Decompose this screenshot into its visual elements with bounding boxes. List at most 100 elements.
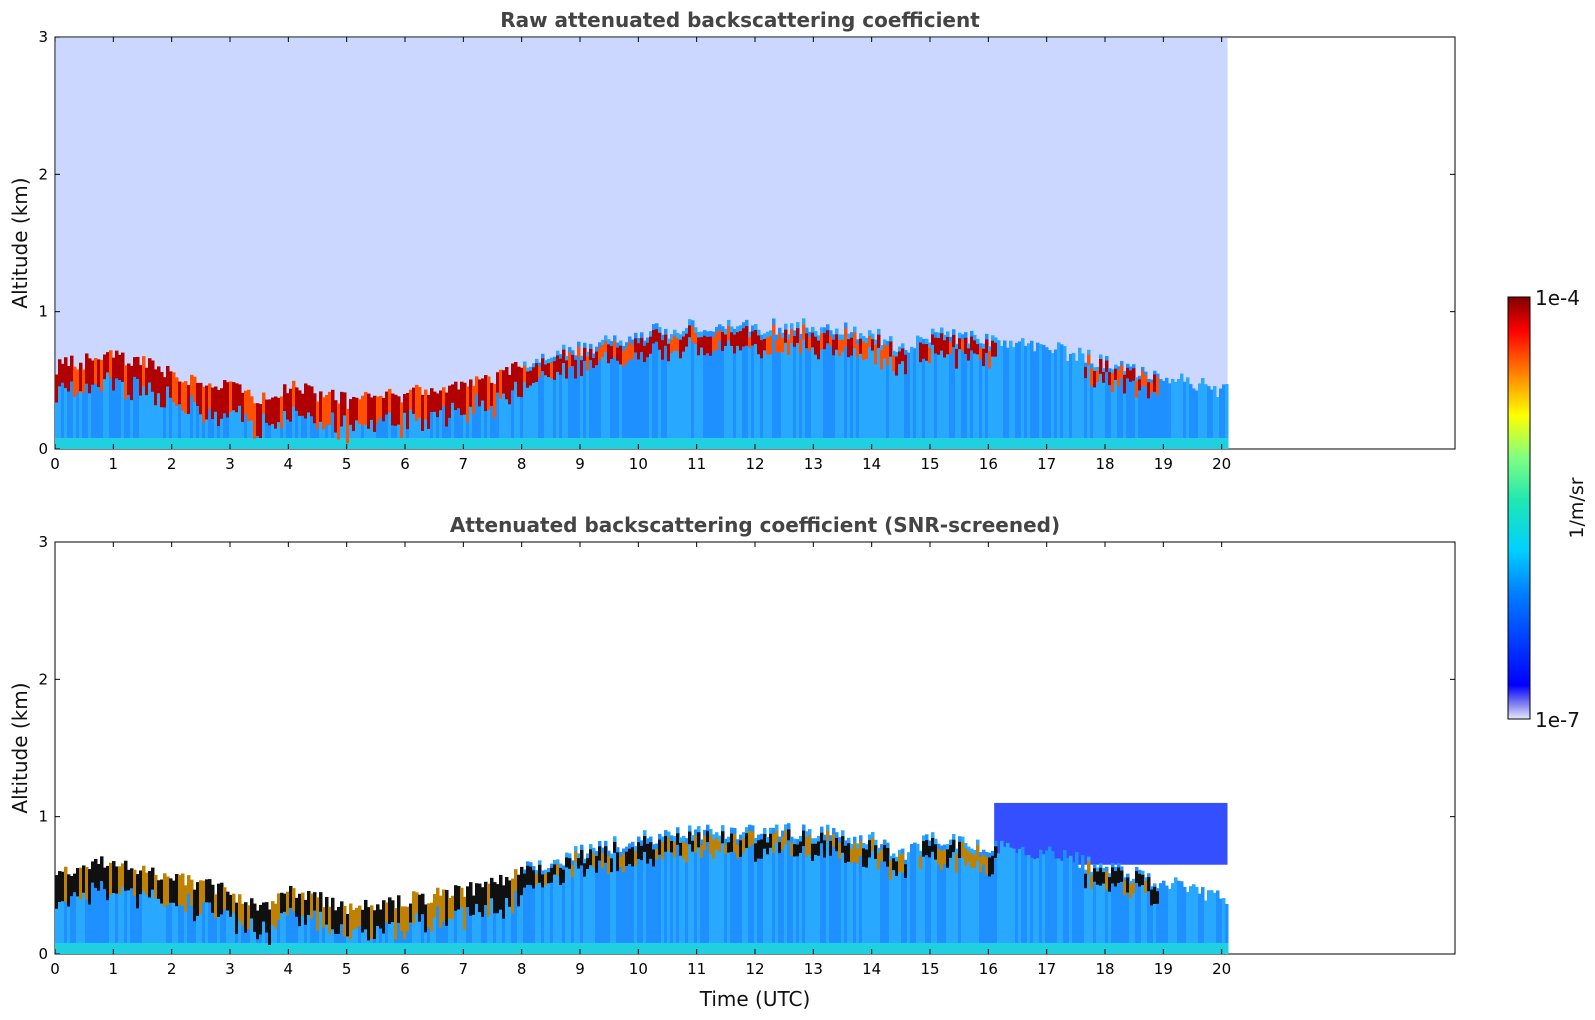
cloud-layer [508,880,512,907]
surface-band [172,438,176,449]
surface-band [250,438,254,449]
cloud-layer [214,894,218,919]
surface-band [406,438,410,449]
cloud-layer [343,905,347,937]
cloud-layer [508,374,512,405]
colorbar: 1e-4 1e-7 1/m/sr [1507,286,1588,732]
surface-band [805,943,809,954]
cloud-layer [1093,371,1097,388]
aerosol-column [937,332,941,449]
surface-band [928,438,932,449]
cloud-layer [97,359,101,387]
aerosol-column [823,327,827,449]
surface-band [1057,438,1061,449]
aerosol-column [778,836,782,954]
cloud-layer [58,871,62,903]
aerosol-column [73,881,77,954]
cloud-layer [838,842,842,859]
surface-band [1138,943,1142,954]
cloud-layer [499,369,503,399]
surface-band [805,438,809,449]
surface-band [619,943,623,954]
aerosol-column [583,858,587,954]
aerosol-column [1099,354,1103,449]
cloud-layer [325,395,329,425]
aerosol-column [763,333,767,449]
cloud-layer [241,392,245,422]
surface-band [760,438,764,449]
surface-band [205,943,209,954]
aerosol-column [622,345,626,449]
aerosol-column [850,843,854,954]
x-tick-label: 13 [804,455,823,473]
cloud-layer [748,337,752,348]
surface-band [124,438,128,449]
cloud-layer [1102,872,1106,884]
surface-band [439,438,443,449]
aerosol-column [496,891,500,954]
cloud-layer [1141,874,1145,886]
surface-band [451,943,455,954]
aerosol-column [865,337,869,449]
surface-band [373,438,377,449]
aerosol-column [1021,846,1025,954]
y-axis-label: Altitude (km) [8,177,32,308]
x-tick-label: 9 [575,960,585,978]
surface-band [142,943,146,954]
surface-band [505,438,509,449]
surface-band [775,438,779,449]
aerosol-column [952,834,956,954]
cloud-layer [727,842,731,853]
cloud-layer [445,889,449,926]
surface-band [1102,438,1106,449]
surface-band [868,943,872,954]
x-tick-label: 2 [167,960,177,978]
cloud-layer [274,903,278,930]
aerosol-column [700,839,704,954]
surface-band [322,943,326,954]
cloud-layer [973,340,977,354]
surface-band [490,943,494,954]
surface-band [100,943,104,954]
surface-band [628,943,632,954]
surface-band [1051,943,1055,954]
cloud-layer [1144,881,1148,893]
surface-band [253,438,257,449]
cloud-layer [640,337,644,352]
aerosol-column [712,834,716,954]
surface-band [229,943,233,954]
surface-band [832,438,836,449]
surface-band [1111,943,1115,954]
cloud-layer [655,848,659,860]
surface-band [1198,943,1202,954]
aerosol-column [262,398,266,449]
surface-band [1081,438,1085,449]
surface-band [685,438,689,449]
surface-band [193,438,197,449]
surface-band [520,943,524,954]
aerosol-column [769,827,773,954]
cloud-layer [115,350,119,379]
cloud-layer [598,846,602,861]
cloud-layer [769,833,773,848]
surface-band [643,438,647,449]
cloud-layer [952,839,956,853]
surface-band [496,943,500,954]
aerosol-column [931,832,935,954]
aerosol-column [712,331,716,449]
x-tick-label: 11 [687,455,706,473]
surface-band [343,943,347,954]
cloud-layer [862,341,866,361]
cloud-layer [253,403,257,439]
cloud-layer [988,351,992,369]
aerosol-column [1141,870,1145,954]
aerosol-column [1057,342,1061,449]
cloud-layer [988,857,992,877]
aerosol-column [784,824,788,954]
surface-band [208,943,212,954]
aerosol-column [583,342,587,449]
aerosol-column [157,374,161,449]
cloud-layer [202,880,206,903]
surface-band [226,438,230,449]
aerosol-column [118,875,122,954]
